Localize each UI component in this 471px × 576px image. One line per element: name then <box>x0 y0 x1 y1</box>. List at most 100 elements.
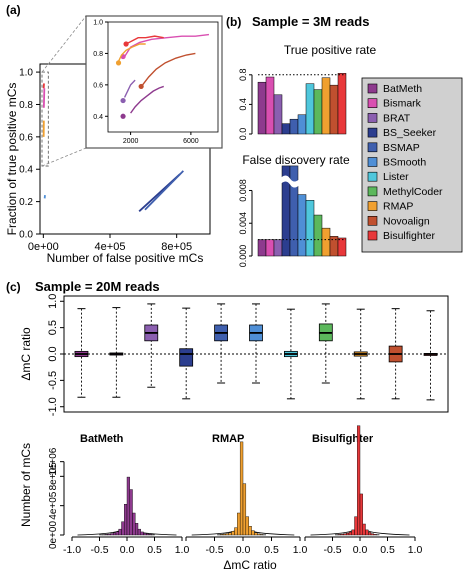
legend-swatch <box>367 127 378 138</box>
hist-bar <box>354 516 358 536</box>
hist-bar <box>357 425 361 536</box>
hist-panel-title: RMAP <box>212 433 244 445</box>
hist-x-tick-label: 0.5 <box>264 544 279 556</box>
hist-x-axis-label: ΔmC ratio <box>223 558 277 572</box>
hist-bar <box>225 533 229 536</box>
legend-swatch <box>367 186 378 197</box>
legend-label: Lister <box>383 171 409 183</box>
y-tick-label: 0.2 <box>19 197 33 208</box>
box-y-tick-label: 1.0 <box>47 294 59 309</box>
tpr-bar <box>257 81 267 135</box>
hist-bar <box>359 493 363 536</box>
panel-b-fdr-bar-chart: 0.000 0.004 0.008 <box>238 165 347 268</box>
hist-bar <box>348 531 352 536</box>
hist-bar <box>110 533 114 536</box>
tpr-y-tick-label: 0.0 <box>238 128 248 141</box>
fdr-y-tick-label: 0.000 <box>238 245 248 268</box>
fdr-bar <box>265 239 275 257</box>
x-axis-label: Number of false positive mCs <box>47 251 204 265</box>
y-tick-label: 0.0 <box>19 230 33 241</box>
box-body <box>179 348 194 367</box>
hist-bar <box>245 516 249 536</box>
legend-swatch <box>367 113 378 123</box>
hist-bar <box>107 533 111 536</box>
inset-plot-frame <box>107 21 219 133</box>
box-y-axis-label: ΔmC ratio <box>19 327 33 381</box>
hist-x-tick-label: 0.5 <box>380 544 395 556</box>
series-line <box>42 88 46 108</box>
legend-swatch <box>367 142 378 153</box>
y-tick-label: 1.0 <box>19 68 33 79</box>
hist-y-tick-label: 8e+05 <box>48 462 59 491</box>
tpr-bar <box>289 118 299 135</box>
hist-bar <box>368 532 372 536</box>
hist-bar <box>337 534 341 536</box>
hist-panel-title: BatMeth <box>80 433 124 445</box>
legend-label: MethylCoder <box>383 186 443 198</box>
tpr-bar <box>265 76 275 135</box>
hist-bar <box>143 532 147 536</box>
fdr-bar <box>321 227 331 257</box>
fdr-bar <box>329 236 339 257</box>
fdr-y-tick-label: 0.008 <box>238 179 248 202</box>
hist-x-tick-label: -1.0 <box>63 544 81 556</box>
hist-bar <box>251 530 255 536</box>
panel-c-boxplot: -1.0 -0.5 0.0 0.5 1.0 ΔmC ratio <box>19 294 449 416</box>
inset-series-line <box>123 79 136 98</box>
panel-b-title: Sample = 3M reads <box>252 14 369 29</box>
hist-x-tick-label: 1.0 <box>408 544 423 556</box>
y-tick-label: 0.6 <box>19 132 33 143</box>
hist-bar <box>242 483 247 536</box>
hist-x-tick-label: -0.5 <box>205 544 223 556</box>
hist-x-tick-label: 0.0 <box>120 544 135 556</box>
inset-start-point <box>120 97 126 104</box>
panel-c-label: (c) <box>6 280 21 294</box>
tpr-bar <box>329 84 339 135</box>
legend-label: BSMAP <box>383 142 420 154</box>
hist-bar <box>140 531 144 536</box>
hist-bar <box>257 533 261 536</box>
hist-y-axis-label: Number of mCs <box>19 443 33 527</box>
hist-bar <box>343 533 347 536</box>
tpr-bar <box>337 73 347 135</box>
zoom-connector <box>41 15 87 73</box>
hist-bar <box>370 533 374 536</box>
hist-bar <box>113 532 117 536</box>
legend-box <box>361 77 463 253</box>
hist-bar <box>132 512 136 536</box>
hist-x-tick-label: 0.5 <box>147 544 162 556</box>
hist-bar <box>248 526 252 536</box>
y-axis-label: Fraction of true positive mCs <box>5 83 19 236</box>
inset-start-point <box>123 41 129 47</box>
hist-bar <box>219 534 224 536</box>
panel-c-title: Sample = 20M reads <box>35 279 160 294</box>
panel-a-line-chart: 0.0 0.2 0.4 0.6 0.8 1.0 0e+00 4e+05 8e+05Number … <box>5 15 211 265</box>
inset-series-line <box>125 35 164 45</box>
legend-label: Novoalign <box>383 215 430 227</box>
hist-x-tick-label: 0.0 <box>236 544 251 556</box>
x-tick-label: 4e+05 <box>95 241 126 253</box>
inset-y-tick-label: 0.6 <box>93 82 103 89</box>
hist-bar <box>148 534 152 536</box>
inset-y-tick-label: 0.8 <box>93 51 103 58</box>
hist-bar <box>239 441 244 536</box>
inset-x-tick-label: 6000 <box>183 138 199 145</box>
hist-bar <box>129 489 133 536</box>
box-y-tick-label: -1.0 <box>47 397 59 416</box>
tpr-bar <box>305 83 315 135</box>
panel-b-tpr-bar-chart: 0.0 0.4 0.8 <box>238 69 347 141</box>
tpr-bar <box>273 94 283 135</box>
hist-bar <box>146 533 150 536</box>
inset-x-tick-label: 2000 <box>123 138 139 145</box>
legend-label: BRAT <box>383 112 411 124</box>
inset-y-tick-label: 1.0 <box>93 20 103 27</box>
fdr-title: False discovery rate <box>242 153 350 167</box>
legend-label: Bismark <box>383 98 422 110</box>
hist-y-tick-label: 0e+00 <box>48 521 59 550</box>
box-y-tick-label: 0.5 <box>47 320 59 335</box>
hist-bar <box>346 532 350 536</box>
hist-bar <box>118 528 122 536</box>
y-tick-label: 0.4 <box>19 165 33 176</box>
hist-panel-title: Bisulfighter <box>312 433 374 445</box>
fdr-axis-break <box>280 175 300 188</box>
